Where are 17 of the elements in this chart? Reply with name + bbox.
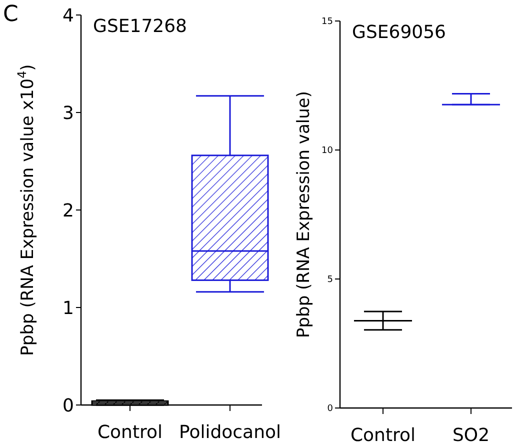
x-tick-label: Polidocanol [178, 422, 282, 443]
x-tick-label: Control [97, 422, 163, 443]
y-tick-label: 10 [322, 146, 334, 156]
y-tick-label: 2 [62, 200, 74, 222]
y-tick-label: 1 [62, 298, 74, 319]
y-tick-label: 0 [327, 404, 334, 414]
chart-title: GSE69056 [352, 22, 446, 43]
text: C [3, 2, 18, 27]
y-tick-label: 4 [62, 5, 74, 26]
y-tick-label: 15 [322, 17, 333, 28]
y-axis-title: Ppbp (RNA Expression value) [294, 91, 314, 338]
chart-title: GSE17268 [93, 16, 188, 37]
y-tick-label: 0 [62, 395, 74, 416]
x-tick-label: SO2 [452, 425, 490, 446]
y-tick-label: 3 [62, 102, 74, 124]
x-tick-label: Control [350, 425, 416, 446]
y-tick-label: 5 [327, 275, 333, 286]
